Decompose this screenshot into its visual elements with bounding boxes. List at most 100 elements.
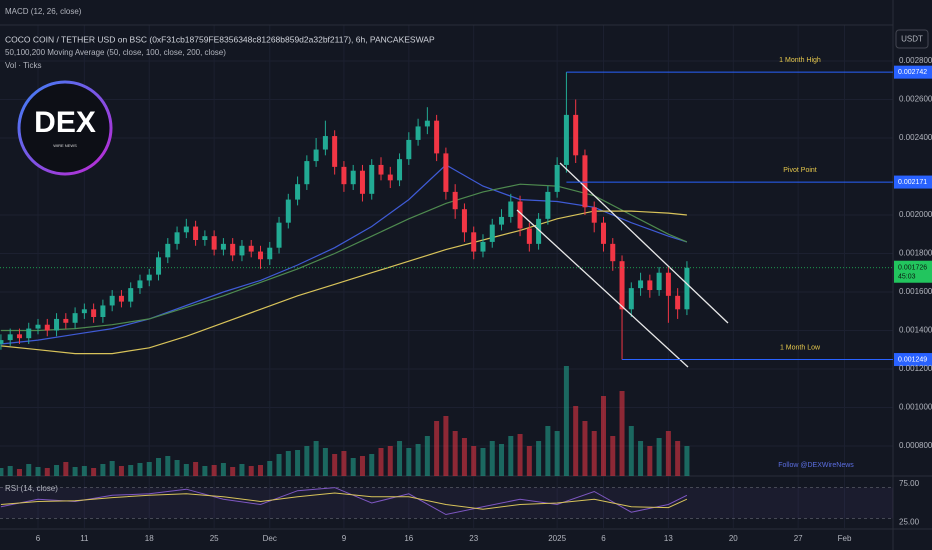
volume-bar xyxy=(471,446,477,476)
candle xyxy=(137,274,143,294)
candle-body xyxy=(128,288,134,302)
candle-body xyxy=(91,309,97,318)
candle-body xyxy=(452,191,458,210)
volume-bar xyxy=(369,454,375,476)
y-tick-label: 0.002400 xyxy=(899,133,932,142)
candle xyxy=(656,266,662,296)
candle-body xyxy=(369,164,375,194)
volume-bar xyxy=(619,391,625,476)
volume-bar xyxy=(81,466,87,476)
candle xyxy=(220,238,226,256)
candle xyxy=(202,230,208,246)
volume-bar xyxy=(554,431,560,476)
candle-body xyxy=(257,251,263,260)
candle-body xyxy=(26,328,32,339)
candle xyxy=(397,153,403,187)
currency-label[interactable]: USDT xyxy=(901,35,923,44)
candle xyxy=(628,282,634,318)
symbol-label: COCO COIN / TETHER USD on BSC (0xF31cb18… xyxy=(5,34,435,44)
candle xyxy=(573,99,579,164)
level-label: Pivot Point xyxy=(783,167,817,174)
candle xyxy=(165,238,171,264)
volume-bar xyxy=(174,460,180,476)
volume-bar xyxy=(183,464,189,476)
candle-body xyxy=(600,222,606,244)
volume-bar xyxy=(359,456,365,476)
vol-label: Vol · Ticks xyxy=(5,61,41,70)
y-tick-label: 0.001200 xyxy=(899,364,932,373)
volume-bar xyxy=(499,444,505,476)
candle xyxy=(295,176,301,206)
currency-box[interactable] xyxy=(895,29,929,49)
candle-body xyxy=(304,161,310,185)
y-tick-label: 0.002800 xyxy=(899,56,932,65)
volume-bar xyxy=(100,464,106,476)
candle xyxy=(434,114,440,162)
candle-body xyxy=(146,274,152,281)
volume-bar xyxy=(63,462,69,476)
candle-body xyxy=(545,191,551,219)
x-tick-label: 6 xyxy=(601,534,606,543)
candle-body xyxy=(628,288,634,310)
volume-bar xyxy=(91,468,97,476)
volume-bar xyxy=(452,431,458,476)
candle xyxy=(26,322,32,344)
y-tick-label: 0.001600 xyxy=(899,287,932,296)
candle xyxy=(350,164,356,190)
volume-bar xyxy=(276,454,282,476)
candle xyxy=(81,303,87,319)
volume-bar xyxy=(647,446,653,476)
volume-bar xyxy=(0,468,4,476)
candle-body xyxy=(183,226,189,233)
trend-channel xyxy=(516,162,729,368)
volume-bar xyxy=(628,426,634,476)
countdown-label: 45:03 xyxy=(898,274,916,281)
logo-subtext: WIRE NEWS xyxy=(53,143,77,148)
moving-average xyxy=(0,164,688,345)
volume-bar xyxy=(128,465,134,476)
candle xyxy=(600,216,606,252)
candle xyxy=(174,226,180,250)
candle-body xyxy=(461,209,467,233)
candle xyxy=(406,132,412,165)
candle xyxy=(554,157,560,198)
level-label: 1 Month Low xyxy=(780,344,821,351)
candle-body xyxy=(267,247,273,260)
candle xyxy=(675,288,681,319)
x-tick-label: 6 xyxy=(36,534,41,543)
level-tag-label: 0.002742 xyxy=(898,69,927,76)
x-tick-label: 25 xyxy=(210,534,219,543)
candle-body xyxy=(591,207,597,223)
candle xyxy=(499,209,505,231)
candle-body xyxy=(220,243,226,250)
candle-body xyxy=(7,334,13,341)
candle-body xyxy=(517,201,523,229)
rsi-tick-label: 75.00 xyxy=(899,479,920,488)
candle-body xyxy=(239,245,245,256)
footer-note: Follow @DEXWireNews xyxy=(778,462,854,469)
moving-average xyxy=(0,210,687,355)
candle xyxy=(118,290,124,308)
candle-body xyxy=(415,126,421,140)
candle-body xyxy=(359,170,365,194)
ma-label: 50,100,200 Moving Average (50, close, 10… xyxy=(5,48,226,57)
volume-bar xyxy=(137,463,143,476)
candle xyxy=(517,195,523,237)
candle xyxy=(665,266,671,323)
candle xyxy=(285,193,291,229)
candle-body xyxy=(332,136,338,167)
candle xyxy=(257,245,263,269)
candle-body xyxy=(118,295,124,302)
candle xyxy=(387,166,393,189)
candle-body xyxy=(480,241,486,252)
volume-bar xyxy=(684,446,690,476)
candle-body xyxy=(350,170,356,185)
last-price-label: 0.001726 xyxy=(898,265,927,272)
x-tick-label: 20 xyxy=(729,534,738,543)
x-tick-label: 27 xyxy=(794,534,803,543)
volume-bar xyxy=(322,448,328,476)
candle-body xyxy=(638,280,644,289)
x-tick-label: 13 xyxy=(664,534,673,543)
candle xyxy=(313,137,319,167)
